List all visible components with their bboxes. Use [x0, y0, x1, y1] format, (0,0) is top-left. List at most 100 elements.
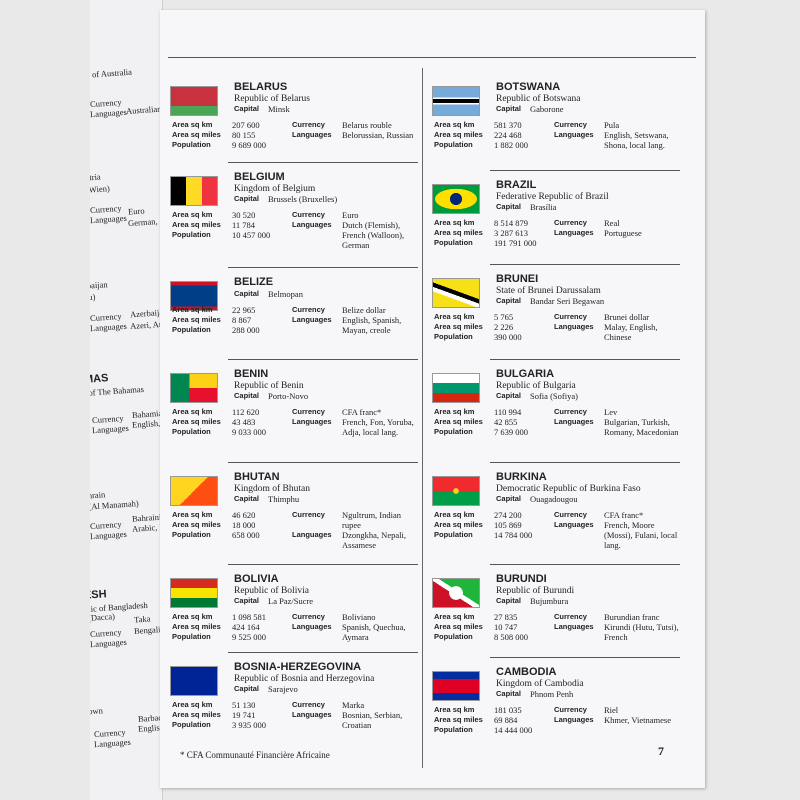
stat-label: Area sq km — [434, 612, 475, 621]
languages: Dutch (Flemish), French (Walloon), Germa… — [342, 220, 405, 250]
capital-label: Capital — [496, 689, 522, 698]
left-page-fragment: Australian dollar — [125, 102, 162, 116]
full-name: Kingdom of Cambodia — [496, 679, 584, 689]
stat-value: 7 639 000 — [494, 427, 528, 437]
capital-label: Capital — [496, 296, 522, 305]
stat-label: Area sq km — [434, 705, 475, 714]
capital: Sofia (Sofiya) — [530, 391, 578, 401]
footnote: * CFA Communauté Financière Africaine — [180, 750, 330, 760]
flag — [170, 578, 218, 608]
stat-value: 10 747 — [494, 622, 518, 632]
stat-value: 51 130 — [232, 700, 256, 710]
languages: French, Moore (Mossi), Fulani, local lan… — [604, 520, 678, 550]
full-name: Kingdom of Bhutan — [234, 484, 310, 494]
capital-label: Capital — [234, 194, 260, 203]
left-page-fragment: Languages — [93, 736, 132, 750]
left-page-fragment: etown — [90, 705, 104, 717]
currency-label: Currency — [554, 510, 587, 519]
stat-value: 69 884 — [494, 715, 518, 725]
left-page-fragment: h of The Bahamas — [90, 383, 145, 398]
capital-label: Capital — [496, 596, 522, 605]
right-page: * CFA Communauté Financière Africaine 7 … — [160, 10, 705, 788]
stat-label: Area sq miles — [172, 710, 221, 719]
currency-label: Currency — [554, 312, 587, 321]
stat-value: 5 765 — [494, 312, 514, 322]
capital-label: Capital — [496, 104, 522, 113]
country-name: BURUNDI — [496, 573, 547, 585]
stat-value: 274 200 — [494, 510, 522, 520]
left-page-fragment: Languages — [90, 636, 128, 650]
country-entry: BOSNIA-HERZEGOVINA Republic of Bosnia and… — [168, 652, 428, 755]
capital-label: Capital — [234, 494, 260, 503]
stat-value: 1 882 000 — [494, 140, 528, 150]
country-name: BULGARIA — [496, 368, 555, 380]
country-name: BRUNEI — [496, 273, 539, 285]
languages: Bosnian, Serbian, Croatian — [342, 710, 403, 730]
currency-label: Currency — [554, 218, 587, 227]
country-entry: BOLIVIA Republic of Bolivia Capital La Paz/… — [168, 564, 428, 667]
languages: Belorussian, Russian — [342, 130, 414, 140]
left-page-fragment: Azerbaijani — [129, 306, 163, 320]
country-name: CAMBODIA — [496, 666, 557, 678]
stat-label: Population — [172, 140, 211, 149]
currency-label: Currency — [292, 305, 325, 314]
stat-label: Population — [434, 140, 473, 149]
flag — [432, 278, 480, 308]
stat-label: Area sq km — [172, 612, 213, 621]
currency: CFA franc* — [604, 510, 644, 520]
stat-value: 288 000 — [232, 325, 260, 335]
left-page-fragment: rbaijan — [90, 279, 108, 291]
left-page-fragment: Euro — [127, 205, 145, 217]
page-number: 7 — [658, 744, 664, 758]
country-name: BOLIVIA — [234, 573, 279, 585]
stat-value: 424 164 — [232, 622, 260, 632]
column-divider — [422, 68, 423, 768]
full-name: Federative Republic of Brazil — [496, 192, 609, 202]
currency-label: Currency — [292, 407, 325, 416]
capital-label: Capital — [496, 391, 522, 400]
stat-value: 191 791 000 — [494, 238, 537, 248]
country-entry: BOTSWANA Republic of Botswana Capital Gabor… — [430, 80, 690, 175]
country-name: BHUTAN — [234, 471, 280, 483]
capital: La Paz/Sucre — [268, 596, 314, 606]
left-page-fragment: stria — [90, 171, 101, 183]
stat-label: Area sq km — [434, 120, 475, 129]
full-name: Republic of Benin — [234, 381, 304, 391]
stat-value: 390 000 — [494, 332, 522, 342]
entry-rule — [490, 657, 680, 658]
stat-value: 11 784 — [232, 220, 256, 230]
capital-label: Capital — [496, 494, 522, 503]
stat-value: 112 620 — [232, 407, 260, 417]
currency: Lev — [604, 407, 618, 417]
entry-rule — [490, 170, 680, 171]
currency-label: Currency — [292, 700, 325, 709]
languages: English, Spanish, Mayan, creole — [342, 315, 402, 335]
stat-value: 3 935 000 — [232, 720, 266, 730]
capital-label: Capital — [234, 596, 260, 605]
languages-label: Languages — [292, 315, 332, 324]
stat-label: Area sq km — [434, 218, 475, 227]
stat-value: 19 741 — [232, 710, 256, 720]
stat-value: 8 867 — [232, 315, 252, 325]
languages: French, Fon, Yoruba, Adja, local lang. — [342, 417, 414, 437]
stat-label: Area sq km — [172, 407, 213, 416]
country-name: BELGIUM — [234, 171, 285, 183]
flag — [432, 184, 480, 214]
left-page-fragment: Taka — [133, 613, 151, 625]
stat-value: 10 457 000 — [232, 230, 271, 240]
stat-value: 105 869 — [494, 520, 522, 530]
currency-label: Currency — [554, 612, 587, 621]
full-name: Kingdom of Belgium — [234, 184, 316, 194]
stat-value: 8 514 879 — [494, 218, 528, 228]
entry-rule — [228, 564, 418, 565]
stat-value: 14 784 000 — [494, 530, 533, 540]
country-entry: BRUNEI State of Brunei Darussalam Capital B… — [430, 264, 690, 367]
capital-label: Capital — [234, 391, 260, 400]
stat-label: Area sq km — [434, 407, 475, 416]
stat-value: 80 155 — [232, 130, 256, 140]
stat-label: Area sq miles — [434, 715, 483, 724]
left-page: of Australia Currency Languages Australian … — [90, 0, 163, 800]
stat-value: 43 483 — [232, 417, 256, 427]
stat-label: Population — [172, 325, 211, 334]
currency: Belize dollar — [342, 305, 386, 315]
